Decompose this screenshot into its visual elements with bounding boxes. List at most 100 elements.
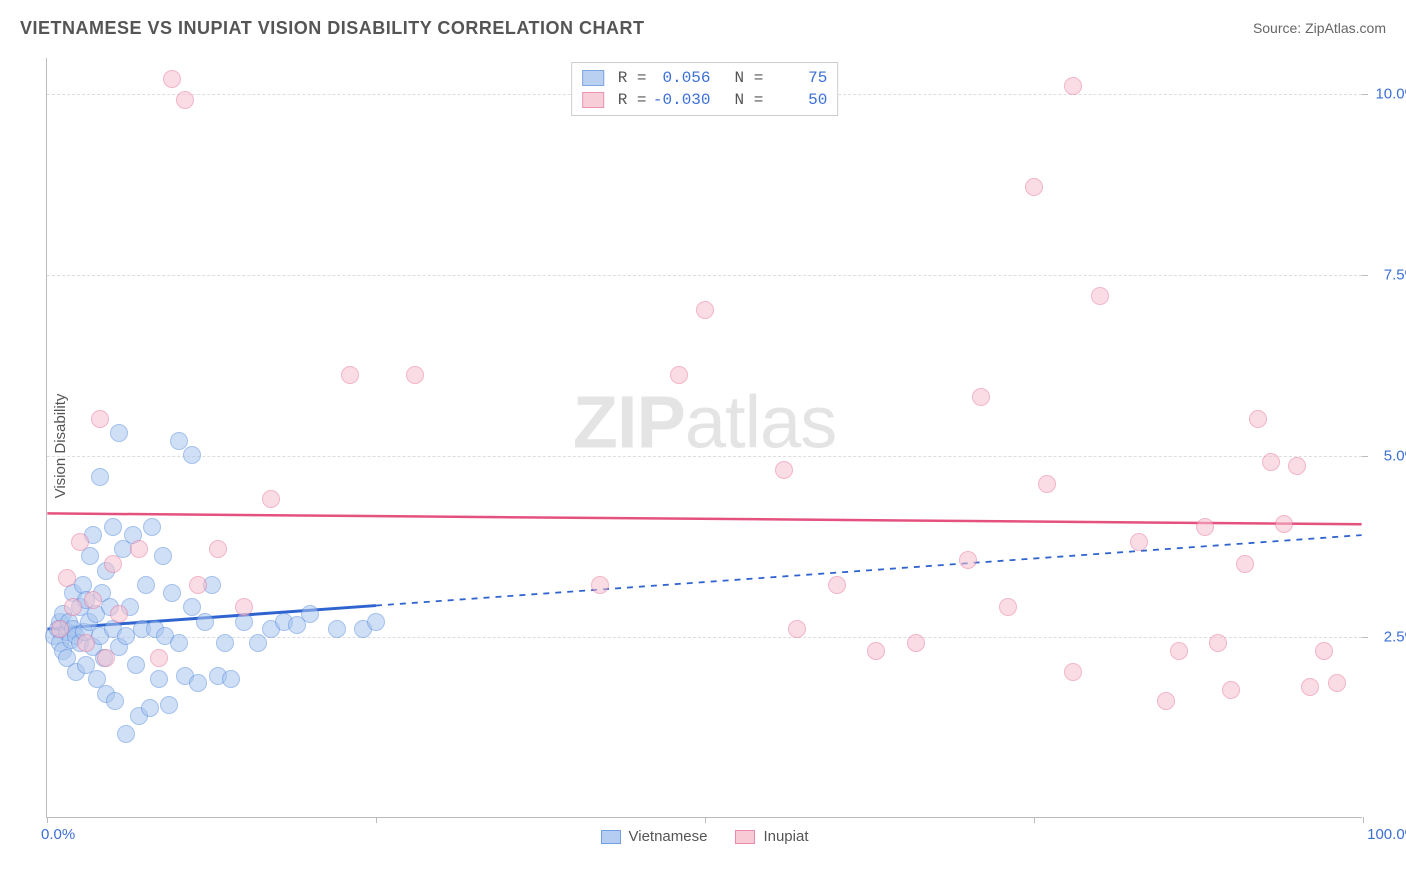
data-point (1209, 634, 1227, 652)
data-point (972, 388, 990, 406)
data-point (775, 461, 793, 479)
data-point (1025, 178, 1043, 196)
data-point (999, 598, 1017, 616)
legend-r-value: 0.056 (653, 69, 711, 87)
data-point (58, 569, 76, 587)
plot-area: ZIPatlas R =0.056N =75R =-0.030N =50 Vie… (46, 58, 1362, 818)
data-point (1196, 518, 1214, 536)
y-tick (1362, 275, 1368, 276)
data-point (137, 576, 155, 594)
data-point (189, 674, 207, 692)
data-point (591, 576, 609, 594)
legend-item: Vietnamese (601, 828, 708, 845)
data-point (104, 518, 122, 536)
data-point (367, 613, 385, 631)
legend-r-label: R = (618, 91, 647, 109)
watermark: ZIPatlas (573, 380, 836, 465)
y-tick (1362, 94, 1368, 95)
trendline-solid (47, 513, 1361, 524)
legend-correlation-row: R =0.056N =75 (582, 67, 828, 89)
data-point (1038, 475, 1056, 493)
data-point (1315, 642, 1333, 660)
data-point (141, 699, 159, 717)
legend-swatch (601, 830, 621, 844)
y-tick-label: 5.0% (1384, 448, 1406, 465)
data-point (196, 613, 214, 631)
chart-container: VIETNAMESE VS INUPIAT VISION DISABILITY … (0, 0, 1406, 892)
y-tick (1362, 637, 1368, 638)
data-point (170, 432, 188, 450)
data-point (1288, 457, 1306, 475)
legend-r-label: R = (618, 69, 647, 87)
data-point (170, 634, 188, 652)
source-attribution: Source: ZipAtlas.com (1253, 20, 1386, 36)
legend-n-label: N = (735, 91, 764, 109)
data-point (163, 70, 181, 88)
gridline (47, 637, 1362, 638)
data-point (1236, 555, 1254, 573)
legend-r-value: -0.030 (653, 91, 711, 109)
data-point (110, 424, 128, 442)
y-tick (1362, 456, 1368, 457)
data-point (154, 547, 172, 565)
legend-n-value: 50 (769, 91, 827, 109)
data-point (1222, 681, 1240, 699)
data-point (71, 533, 89, 551)
data-point (1249, 410, 1267, 428)
data-point (1328, 674, 1346, 692)
data-point (696, 301, 714, 319)
data-point (163, 584, 181, 602)
data-point (1301, 678, 1319, 696)
x-tick (1034, 817, 1035, 823)
data-point (262, 490, 280, 508)
data-point (788, 620, 806, 638)
data-point (81, 547, 99, 565)
legend-label: Inupiat (763, 828, 808, 845)
data-point (1091, 287, 1109, 305)
data-point (64, 598, 82, 616)
chart-title: VIETNAMESE VS INUPIAT VISION DISABILITY … (20, 18, 645, 39)
data-point (216, 634, 234, 652)
data-point (91, 410, 109, 428)
data-point (160, 696, 178, 714)
data-point (1130, 533, 1148, 551)
legend-series: Vietnamese Inupiat (601, 828, 809, 845)
data-point (1064, 663, 1082, 681)
y-tick-label: 7.5% (1384, 267, 1406, 284)
data-point (51, 620, 69, 638)
data-point (189, 576, 207, 594)
data-point (91, 468, 109, 486)
legend-n-label: N = (735, 69, 764, 87)
data-point (1262, 453, 1280, 471)
data-point (907, 634, 925, 652)
data-point (84, 591, 102, 609)
data-point (1064, 77, 1082, 95)
trendline-dashed (376, 535, 1362, 605)
legend-correlation-box: R =0.056N =75R =-0.030N =50 (571, 62, 839, 116)
data-point (1275, 515, 1293, 533)
x-tick (1363, 817, 1364, 823)
data-point (670, 366, 688, 384)
legend-label: Vietnamese (629, 828, 708, 845)
gridline (47, 275, 1362, 276)
data-point (104, 555, 122, 573)
data-point (235, 598, 253, 616)
data-point (341, 366, 359, 384)
y-tick-label: 10.0% (1375, 86, 1406, 103)
data-point (77, 634, 95, 652)
legend-swatch (582, 92, 604, 108)
data-point (406, 366, 424, 384)
data-point (1157, 692, 1175, 710)
data-point (110, 605, 128, 623)
x-tick (376, 817, 377, 823)
data-point (106, 692, 124, 710)
data-point (150, 670, 168, 688)
data-point (97, 649, 115, 667)
legend-correlation-row: R = -0.030 N = 50 (582, 89, 828, 111)
data-point (828, 576, 846, 594)
data-point (183, 446, 201, 464)
data-point (301, 605, 319, 623)
legend-item: Inupiat (735, 828, 808, 845)
x-tick (47, 817, 48, 823)
data-point (150, 649, 168, 667)
